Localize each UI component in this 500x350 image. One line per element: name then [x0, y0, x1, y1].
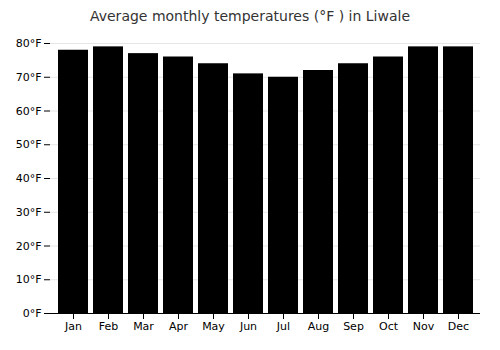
svg-text:Nov: Nov: [413, 320, 435, 333]
html-text:Average monthly temperatures (: Average monthly temperatures (°F ) in Li…: [90, 8, 410, 24]
svg-text:May: May: [202, 320, 225, 333]
svg-text:60°F: 60°F: [16, 105, 42, 118]
svg-text:Jun: Jun: [239, 320, 257, 333]
svg-text:30°F: 30°F: [16, 206, 42, 219]
svg-text:Jan: Jan: [64, 320, 82, 333]
svg-text:10°F: 10°F: [16, 273, 42, 286]
svg-text:0°F: 0°F: [23, 307, 42, 320]
svg-text:70°F: 70°F: [16, 71, 42, 84]
svg-text:Sep: Sep: [343, 320, 364, 333]
svg-text:40°F: 40°F: [16, 172, 42, 185]
svg-text:80°F: 80°F: [16, 37, 42, 50]
svg-text:Aug: Aug: [308, 320, 329, 333]
svg-text:Oct: Oct: [379, 320, 399, 333]
svg-text:Jul: Jul: [276, 320, 290, 333]
svg-text:Mar: Mar: [133, 320, 154, 333]
svg-text:20°F: 20°F: [16, 240, 42, 253]
svg-text:Apr: Apr: [169, 320, 189, 333]
svg-text:50°F: 50°F: [16, 138, 42, 151]
svg-text:Feb: Feb: [99, 320, 118, 333]
svg-text:Dec: Dec: [448, 320, 469, 333]
